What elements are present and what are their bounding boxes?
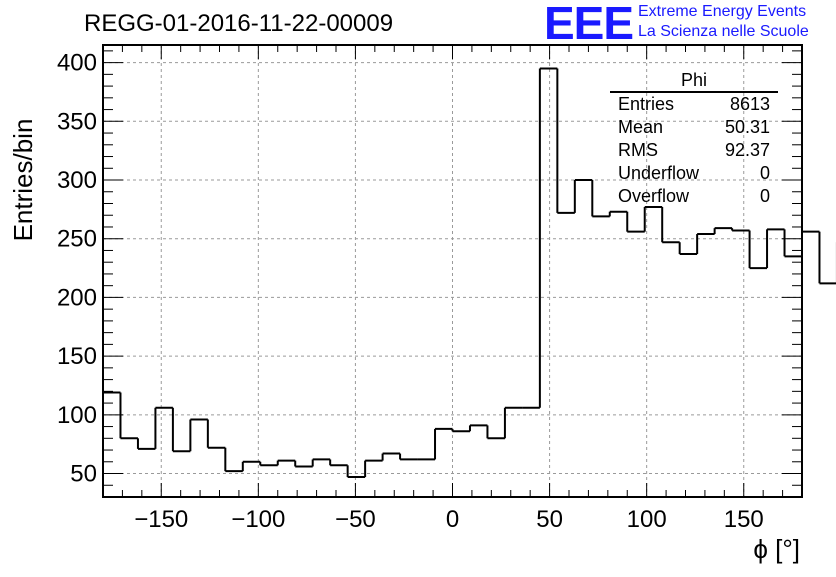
y-tick-label: 250 [57, 226, 97, 253]
stats-box: Phi Entries 8613 Mean 50.31 RMS 92.37 Un… [610, 70, 778, 208]
stats-label: Entries [618, 94, 675, 114]
y-tick-label: 100 [57, 402, 97, 429]
stats-row-entries: Entries 8613 [610, 93, 778, 116]
chart-title: REGG-01-2016-11-22-00009 [84, 10, 394, 37]
logo-text-line-1: Extreme Energy Events [638, 3, 807, 20]
axis-ticks [102, 45, 803, 497]
stats-value: 8613 [729, 94, 770, 114]
logo-text-line-2: La Scienza nelle Scuole [638, 23, 809, 40]
stats-label: Overflow [618, 186, 690, 206]
stats-value: 0 [759, 186, 770, 206]
stats-row-underflow: Underflow 0 [610, 162, 778, 185]
x-tick-label: 0 [446, 506, 459, 533]
y-tick-label: 150 [57, 343, 97, 370]
stats-label: Mean [618, 117, 664, 137]
x-tick-label: 100 [627, 506, 667, 533]
stats-value: 92.37 [724, 140, 770, 160]
histogram-series [103, 67, 836, 479]
x-tick-label: 150 [724, 506, 764, 533]
stats-title: Phi [610, 70, 778, 93]
tick-labels: −150 −100 −50 0 50 100 150 50 100 150 200 250 300 350… [57, 50, 764, 533]
stats-value: 50.31 [724, 117, 770, 137]
eee-logo: EEE [544, 0, 634, 49]
stats-label: Underflow [618, 163, 700, 183]
stats-label: RMS [618, 140, 658, 160]
x-tick-label: −50 [335, 506, 376, 533]
x-tick-label: 50 [536, 506, 563, 533]
y-tick-label: 200 [57, 284, 97, 311]
stats-row-rms: RMS 92.37 [610, 139, 778, 162]
y-tick-label: 400 [57, 50, 97, 77]
y-tick-label: 50 [70, 461, 97, 488]
y-axis-label: Entries/bin [8, 119, 38, 242]
x-tick-label: −100 [231, 506, 285, 533]
stats-value: 0 [759, 163, 770, 183]
stats-row-overflow: Overflow 0 [610, 185, 778, 208]
grid-lines [103, 45, 802, 497]
stats-row-mean: Mean 50.31 [610, 116, 778, 139]
y-tick-label: 300 [57, 167, 97, 194]
x-tick-label: −150 [134, 506, 188, 533]
y-tick-label: 350 [57, 108, 97, 135]
x-axis-label: ϕ [°] [753, 534, 800, 564]
